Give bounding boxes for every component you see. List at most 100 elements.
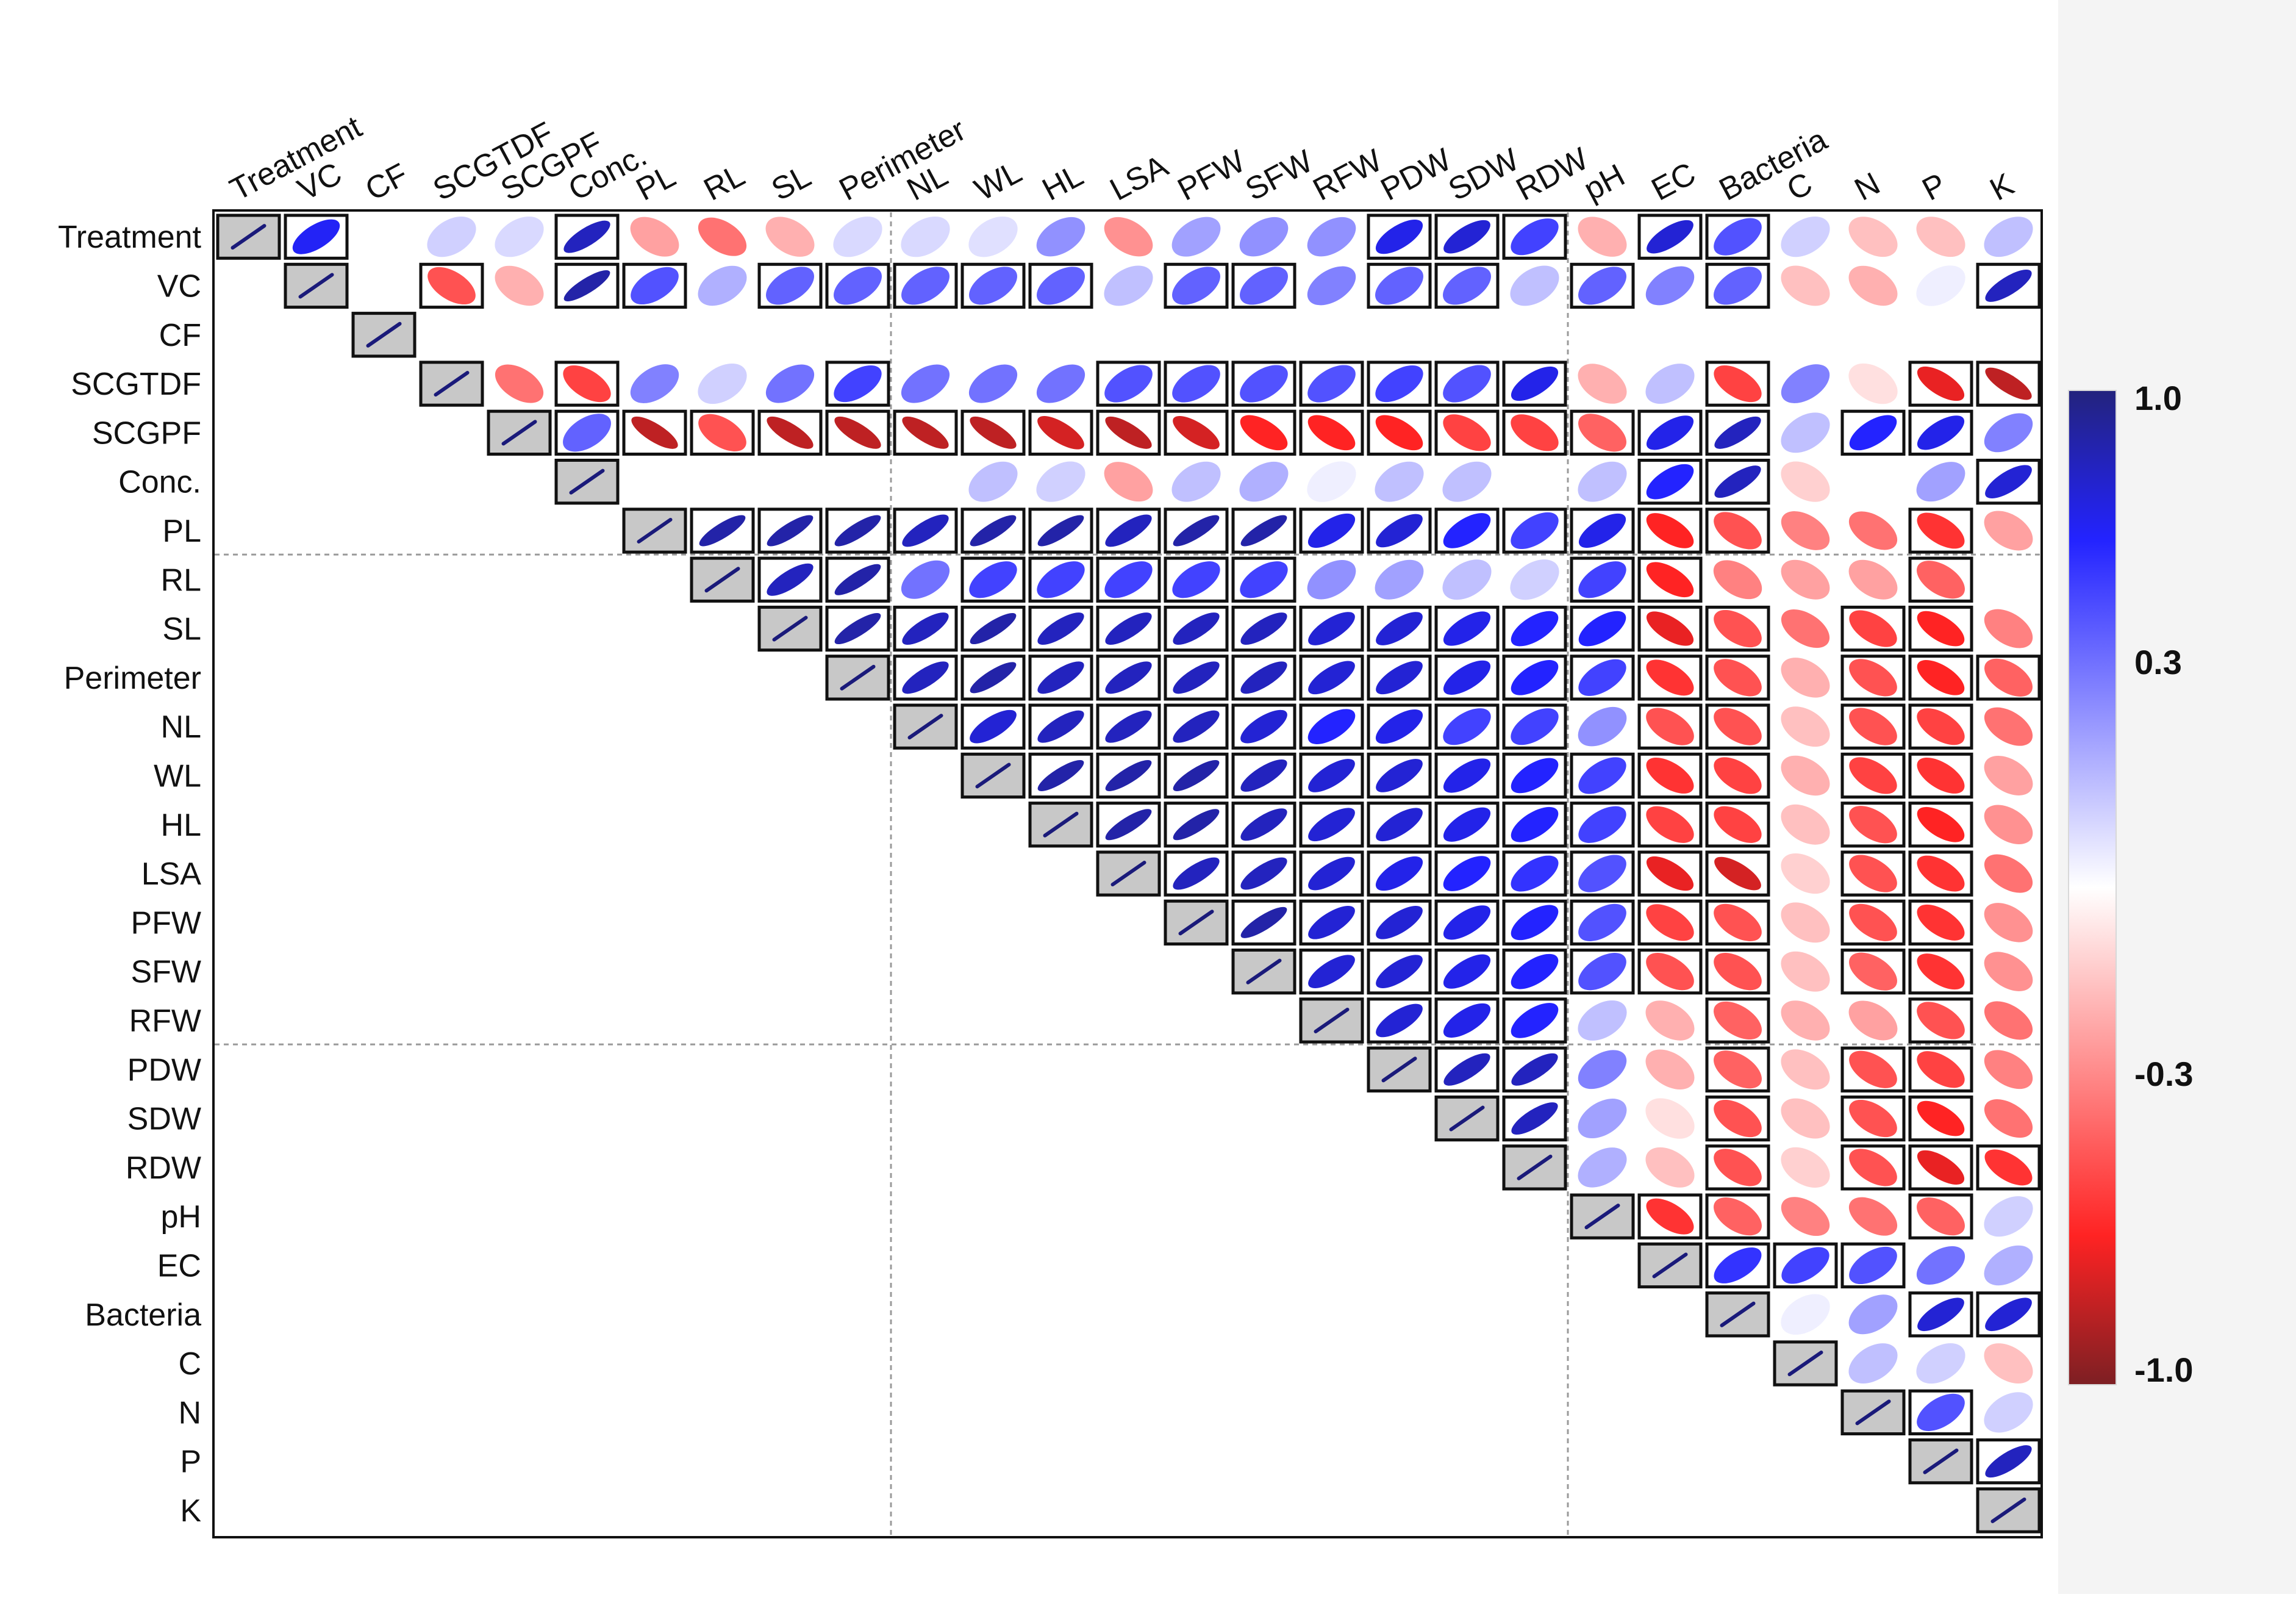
cell-perimeter-ph xyxy=(1570,655,1635,701)
significance-box xyxy=(1434,605,1500,652)
significance-box xyxy=(1028,605,1093,652)
cell-nl-hl xyxy=(1028,703,1093,750)
significance-box xyxy=(1434,655,1500,701)
significance-box xyxy=(1976,361,2041,407)
significance-box xyxy=(1908,752,1973,799)
correlation-ellipse xyxy=(1781,1098,1830,1139)
diagonal-line-mark xyxy=(1855,1399,1891,1426)
cell-treatment-nl xyxy=(901,216,950,257)
diagonal-line-mark xyxy=(1923,1448,1959,1474)
cell-rdw-c xyxy=(1781,1147,1830,1188)
correlation-ellipse xyxy=(1781,364,1830,403)
correlation-ellipse xyxy=(698,217,747,256)
cell-sl-sdw xyxy=(1434,605,1500,652)
correlation-ellipse xyxy=(1984,413,2033,453)
significance-box xyxy=(1840,949,1906,995)
correlation-ellipse xyxy=(1849,1246,1897,1285)
cell-treatment-perimeter xyxy=(833,216,882,257)
significance-box xyxy=(1367,605,1432,652)
cell-perimeter-rdw xyxy=(1502,655,1567,701)
correlation-ellipse xyxy=(1443,708,1491,745)
significance-box xyxy=(1840,850,1906,897)
significance-box xyxy=(1637,850,1703,897)
cell-sl-perimeter xyxy=(825,605,890,652)
cell-rdw-n xyxy=(1840,1144,1906,1191)
cell-wl-pfw xyxy=(1164,752,1229,799)
cell-vc-rdw xyxy=(1510,265,1559,306)
significance-box xyxy=(1434,997,1500,1044)
cell-scgtdf-conc xyxy=(554,361,620,407)
correlation-ellipse xyxy=(1376,514,1423,548)
correlation-ellipse xyxy=(495,265,544,306)
correlation-ellipse xyxy=(1849,708,1897,745)
cell-sl-bacteria xyxy=(1705,605,1770,652)
significance-box xyxy=(1164,850,1229,897)
correlation-ellipse xyxy=(1511,218,1559,256)
cell-conc-sfw xyxy=(1239,461,1289,502)
significance-box xyxy=(1705,1193,1770,1240)
cell-sl-ec xyxy=(1637,605,1703,652)
cell-conc-pfw xyxy=(1171,461,1221,502)
correlation-ellipse xyxy=(1172,365,1220,403)
cell-vc-c xyxy=(1781,265,1830,306)
correlation-ellipse xyxy=(1578,903,1626,941)
correlation-ellipse xyxy=(1036,217,1085,257)
correlation-ellipse xyxy=(1848,1197,1898,1236)
significance-box xyxy=(1028,655,1093,701)
significance-box xyxy=(1908,361,1973,407)
significance-box xyxy=(1434,850,1500,897)
significance-box xyxy=(825,508,890,554)
correlation-ellipse xyxy=(1511,855,1559,892)
correlation-ellipse xyxy=(1037,267,1085,305)
correlation-ellipse xyxy=(1714,1149,1762,1186)
cell-treatment-sdw xyxy=(1434,214,1500,260)
significance-box xyxy=(622,409,687,456)
cell-pdw-ec xyxy=(1645,1049,1695,1089)
cell-sl-sl xyxy=(757,605,823,652)
cell-treatment-treatment xyxy=(216,214,281,260)
cell-treatment-pl xyxy=(630,217,679,257)
cell-lsa-p xyxy=(1908,850,1973,897)
correlation-ellipse xyxy=(1510,265,1559,306)
row-label-rdw: RDW xyxy=(126,1150,201,1186)
correlation-ellipse xyxy=(1781,559,1830,600)
significance-box xyxy=(1164,802,1229,848)
significance-box xyxy=(1367,703,1432,750)
row-label-sfw: SFW xyxy=(131,955,201,990)
significance-box xyxy=(825,262,890,309)
significance-box xyxy=(1637,949,1703,995)
correlation-ellipse xyxy=(292,219,340,254)
cell-nl-ph xyxy=(1578,706,1627,747)
correlation-ellipse xyxy=(1173,612,1220,645)
diagonal-line-mark xyxy=(637,517,673,544)
correlation-ellipse xyxy=(1578,513,1626,548)
significance-box xyxy=(1840,802,1906,848)
diagonal-line-mark xyxy=(298,273,334,299)
correlation-ellipse xyxy=(1645,364,1695,404)
significance-box xyxy=(1434,361,1500,407)
significance-box xyxy=(1299,703,1364,750)
cell-vc-p xyxy=(1916,265,1965,306)
row-label-lsa: LSA xyxy=(141,856,202,892)
cell-nl-k xyxy=(1984,707,2033,746)
cell-ec-k xyxy=(1984,1245,2033,1286)
significance-box xyxy=(1976,459,2041,505)
correlation-ellipse xyxy=(1443,1003,1491,1038)
cell-scgpf-sfw xyxy=(1231,409,1296,456)
correlation-ellipse xyxy=(1443,267,1491,305)
significance-box xyxy=(1637,703,1703,750)
correlation-ellipse xyxy=(1781,511,1830,550)
correlation-ellipse xyxy=(1240,906,1287,938)
correlation-ellipse xyxy=(1443,856,1491,891)
cell-pfw-pfw xyxy=(1164,899,1229,946)
correlation-ellipse xyxy=(1037,759,1084,791)
correlation-ellipse xyxy=(1714,806,1762,843)
cell-wl-rfw xyxy=(1299,752,1364,799)
cell-pdw-c xyxy=(1781,1049,1830,1090)
significance-box xyxy=(1908,1389,1973,1435)
significance-box xyxy=(893,605,958,652)
correlation-ellipse xyxy=(1714,512,1762,550)
cell-nl-wl xyxy=(960,703,1026,750)
row-label-n: N xyxy=(178,1395,201,1430)
cell-scgtdf-hl xyxy=(1036,364,1085,403)
